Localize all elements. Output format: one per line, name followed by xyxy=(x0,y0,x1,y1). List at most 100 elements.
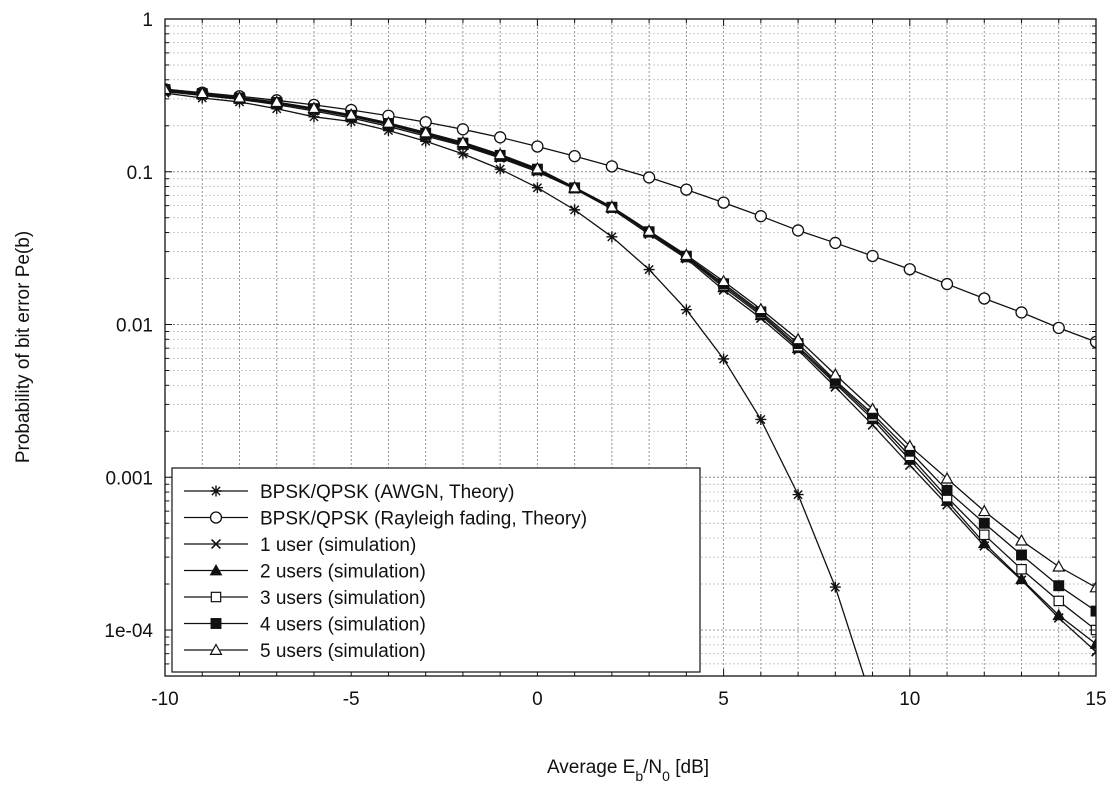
data-point-asterisk xyxy=(308,111,320,123)
data-point-triangle-open xyxy=(605,200,619,212)
data-point-circle xyxy=(494,131,507,144)
series-7 xyxy=(165,82,1096,593)
legend-label: BPSK/QPSK (AWGN, Theory) xyxy=(260,482,514,503)
data-point-circle xyxy=(978,292,991,305)
data-point-triangle-open xyxy=(754,302,768,315)
x-tick-label: 15 xyxy=(1085,689,1106,710)
data-point-triangle-open xyxy=(493,147,507,160)
series-line xyxy=(165,88,1096,343)
x-axis-label-main: Average E xyxy=(547,757,635,778)
data-point-triangle-open xyxy=(903,439,917,452)
data-point-triangle-open xyxy=(940,471,954,484)
data-point-square-open xyxy=(210,591,222,603)
series-line xyxy=(165,90,1096,653)
x-tick-label: 10 xyxy=(899,689,920,710)
data-point-triangle-filled xyxy=(1015,572,1028,585)
data-point-triangle-filled xyxy=(1052,608,1066,621)
x-tick-label: -10 xyxy=(151,689,178,710)
data-point-triangle-open xyxy=(456,135,470,148)
data-point-circle xyxy=(1052,321,1065,335)
data-point-square-open xyxy=(979,529,990,541)
y-tick-label: 0.01 xyxy=(116,316,153,337)
data-point-square-filled xyxy=(941,484,953,496)
data-point-asterisk xyxy=(680,304,692,316)
series-1 xyxy=(165,87,865,676)
data-point-triangle-open xyxy=(530,161,544,174)
data-point-asterisk xyxy=(792,489,804,501)
data-point-circle xyxy=(209,511,223,524)
data-point-triangle-open xyxy=(791,332,805,345)
data-point-asterisk xyxy=(531,182,543,194)
data-point-square-filled xyxy=(1016,549,1027,561)
data-point-triangle-open xyxy=(717,274,731,287)
legend-label: 3 users (simulation) xyxy=(260,588,426,609)
data-point-circle xyxy=(531,140,544,153)
y-tick-label: 1e-04 xyxy=(104,621,153,642)
data-point-asterisk xyxy=(829,581,841,593)
data-point-asterisk xyxy=(494,163,506,175)
x-axis-label-sub-b: b xyxy=(635,768,643,784)
data-point-square-open xyxy=(1016,563,1027,575)
x-tick-label: -5 xyxy=(343,689,360,710)
data-point-square-filled xyxy=(1090,605,1096,617)
legend-entry: 3 users (simulation) xyxy=(184,588,426,609)
x-tick-label: 5 xyxy=(718,689,729,710)
data-point-triangle-open xyxy=(195,86,209,99)
data-point-triangle-open xyxy=(1052,559,1066,572)
legend-label: BPSK/QPSK (Rayleigh fading, Theory) xyxy=(260,509,587,530)
legend-entry: BPSK/QPSK (Rayleigh fading, Theory) xyxy=(184,509,587,530)
data-point-triangle-open xyxy=(642,224,656,236)
data-point-circle xyxy=(754,210,767,223)
data-point-circle xyxy=(680,183,693,196)
data-point-square-filled xyxy=(1053,580,1065,592)
x-axis-label: Average Eb/N0 [dB] xyxy=(547,757,709,784)
data-point-triangle-open xyxy=(419,125,433,138)
data-point-asterisk xyxy=(755,413,767,425)
data-point-triangle-open xyxy=(381,116,395,128)
data-point-triangle-open xyxy=(232,90,246,103)
y-tick-label: 1 xyxy=(142,10,153,31)
data-point-asterisk xyxy=(718,353,730,365)
data-point-asterisk xyxy=(457,148,469,160)
x-axis-label-tail: [dB] xyxy=(670,757,709,778)
data-point-circle xyxy=(940,277,954,291)
y-axis-label: Probability of bit error Pe(b) xyxy=(13,231,34,463)
y-tick-label: 0.1 xyxy=(127,163,153,184)
legend-label: 1 user (simulation) xyxy=(260,535,416,556)
x-axis-label-mid: /N xyxy=(643,757,662,778)
legend: BPSK/QPSK (AWGN, Theory) BPSK/QPSK (Rayle… xyxy=(171,467,701,673)
data-point-triangle-filled xyxy=(1089,637,1096,649)
data-point-circle xyxy=(829,236,842,250)
data-point-triangle-open xyxy=(866,402,880,414)
data-point-triangle-open xyxy=(344,108,358,120)
x-tick-label: 0 xyxy=(532,689,543,710)
data-point-triangle-open xyxy=(977,504,991,517)
y-tick-label: 0.001 xyxy=(105,468,153,489)
legend-box xyxy=(171,467,701,673)
plot-area-border xyxy=(164,18,1097,677)
data-point-square-open xyxy=(1053,595,1065,607)
data-point-circle xyxy=(456,123,470,136)
data-point-triangle-open xyxy=(307,101,321,114)
data-point-asterisk xyxy=(643,264,655,276)
data-point-triangle-filled xyxy=(977,536,991,549)
legend-entry: BPSK/QPSK (AWGN, Theory) xyxy=(184,482,514,503)
data-point-triangle-open xyxy=(679,248,693,261)
legend-label: 4 users (simulation) xyxy=(260,615,426,636)
data-point-circle xyxy=(1015,306,1028,319)
x-axis-label-sub-0: 0 xyxy=(662,768,670,784)
data-point-asterisk xyxy=(420,135,432,147)
data-point-asterisk xyxy=(569,204,581,216)
data-point-asterisk xyxy=(382,125,394,137)
data-point-triangle-open xyxy=(828,367,842,380)
tick-labels: -10 -5 0 5 10 15 1 0.1 0.01 0.001 1e-04 xyxy=(104,10,1106,710)
data-point-asterisk xyxy=(210,485,222,497)
data-point-triangle-open xyxy=(568,180,582,193)
data-point-circle xyxy=(568,150,581,163)
legend-entry: 2 users (simulation) xyxy=(184,562,426,583)
data-point-triangle-open xyxy=(209,643,223,655)
data-point-x xyxy=(211,539,221,549)
series-layer xyxy=(165,82,1096,676)
